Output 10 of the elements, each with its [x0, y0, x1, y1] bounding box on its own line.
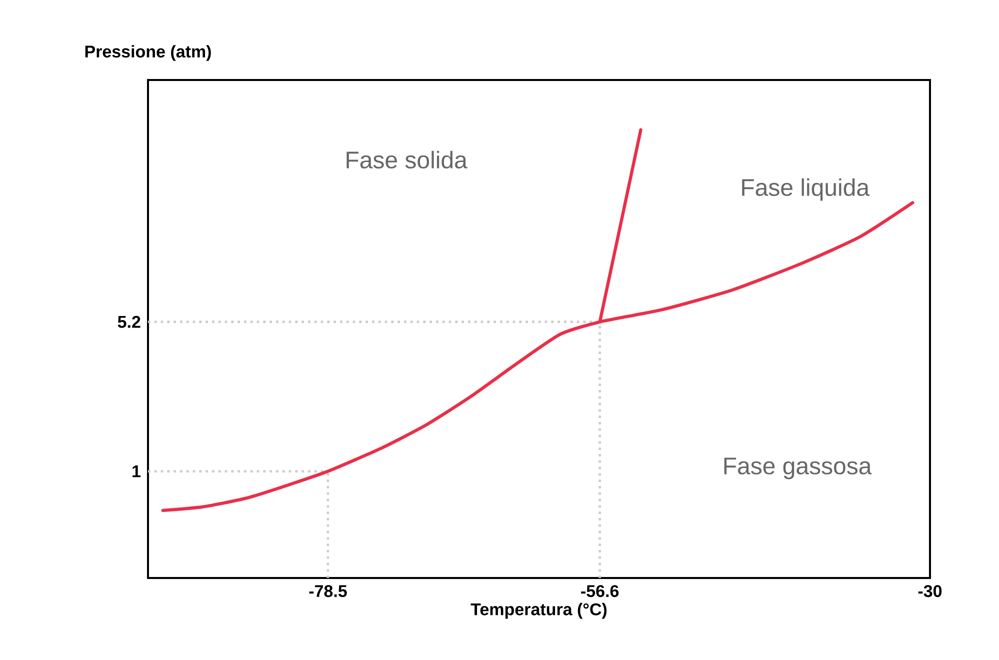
x-tick-label: -56.6	[581, 585, 619, 598]
annotation: Fase solida	[346, 150, 468, 168]
annotation: Fase gassosa	[724, 458, 872, 480]
annotation: Fase liquida	[742, 178, 870, 201]
x-tick-label: -78.5	[309, 585, 347, 598]
x-axis-title: Temperatura (°C)	[470, 602, 607, 619]
y-axis-title: Pressione (atm)	[85, 45, 211, 61]
x-tick-label: -30	[918, 585, 942, 598]
y-tick-label: 5.2	[118, 316, 140, 328]
y-tick-label: 1	[132, 465, 140, 478]
